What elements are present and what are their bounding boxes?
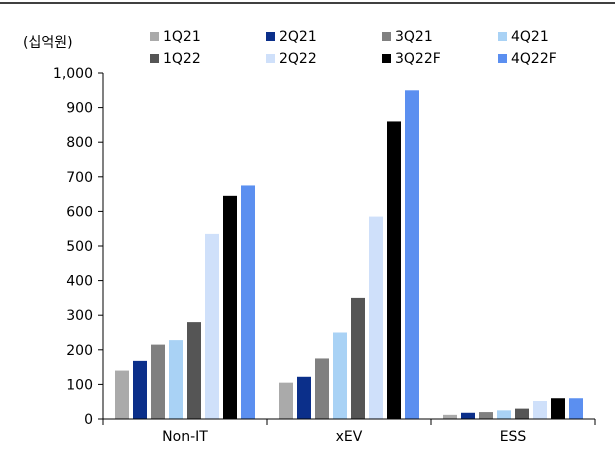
y-tick-label-200: 200 (66, 343, 93, 359)
legend-swatch-2q22 (266, 54, 275, 63)
legend-swatch-4q21 (498, 32, 507, 41)
legend: 1Q21 2Q21 3Q21 4Q21 1Q22 2Q22 3Q22F 4Q22F (150, 29, 557, 67)
legend-swatch-1q22 (150, 54, 159, 63)
x-tick-label-ess: ESS (500, 429, 527, 445)
bar-non-it-4q22f (241, 185, 255, 419)
bar-ess-2q21 (461, 412, 475, 419)
y-tick-label-1000: 1,000 (53, 66, 93, 82)
y-tick-label-800: 800 (66, 135, 93, 151)
bar-ess-3q21 (479, 412, 493, 419)
y-axis: 0 100 200 300 400 500 600 700 800 900 1,000 (53, 66, 104, 428)
bar-xev-4q21 (333, 332, 347, 419)
y-tick-label-900: 900 (66, 101, 93, 117)
y-axis-unit-label: (십억원) (23, 35, 73, 51)
y-tick-label-500: 500 (66, 239, 93, 255)
bar-ess-4q22f (569, 398, 583, 419)
y-tick-label-700: 700 (66, 170, 93, 186)
legend-label-1q21: 1Q21 (163, 29, 201, 45)
y-tick-label-600: 600 (66, 204, 93, 220)
legend-label-3q21: 3Q21 (395, 29, 433, 45)
bar-xev-1q22 (351, 297, 365, 419)
bar-xev-3q21 (315, 358, 329, 419)
legend-label-4q21: 4Q21 (511, 29, 549, 45)
bar-xev-2q22 (369, 216, 383, 419)
bar-xev-2q21 (297, 376, 311, 419)
bar-non-it-1q21 (115, 370, 129, 419)
legend-label-4q22f: 4Q22F (511, 51, 557, 67)
legend-label-2q22: 2Q22 (279, 51, 317, 67)
x-tick-label-xev: xEV (336, 429, 363, 445)
y-tick-label-300: 300 (66, 308, 93, 324)
bar-ess-1q21 (443, 414, 457, 419)
bar-ess-2q22 (533, 401, 547, 419)
legend-swatch-2q21 (266, 32, 275, 41)
legend-label-2q21: 2Q21 (279, 29, 317, 45)
legend-label-1q22: 1Q22 (163, 51, 201, 67)
legend-swatch-1q21 (150, 32, 159, 41)
bar-non-it-4q21 (169, 340, 183, 419)
bar-xev-4q22f (405, 90, 419, 420)
x-axis: Non-IT xEV ESS (102, 418, 596, 445)
bar-non-it-2q22 (205, 233, 219, 419)
bar-ess-4q21 (497, 410, 511, 419)
legend-label-3q22f: 3Q22F (395, 51, 441, 67)
bar-ess-3q22f (551, 398, 565, 419)
bar-non-it-3q22f (223, 195, 237, 419)
legend-swatch-4q22f (498, 54, 507, 63)
bar-ess-1q22 (515, 408, 529, 419)
bar-non-it-1q22 (187, 322, 201, 419)
y-tick-label-0: 0 (84, 412, 93, 428)
bar-non-it-2q21 (133, 360, 147, 419)
x-tick-label-non-it: Non-IT (162, 429, 208, 445)
legend-swatch-3q21 (382, 32, 391, 41)
y-tick-label-400: 400 (66, 274, 93, 290)
bar-xev-1q21 (279, 382, 293, 419)
y-tick-label-100: 100 (66, 377, 93, 393)
bar-xev-3q22f (387, 121, 401, 419)
bar-non-it-3q21 (151, 344, 165, 419)
bars (115, 90, 583, 420)
legend-swatch-3q22f (382, 54, 391, 63)
